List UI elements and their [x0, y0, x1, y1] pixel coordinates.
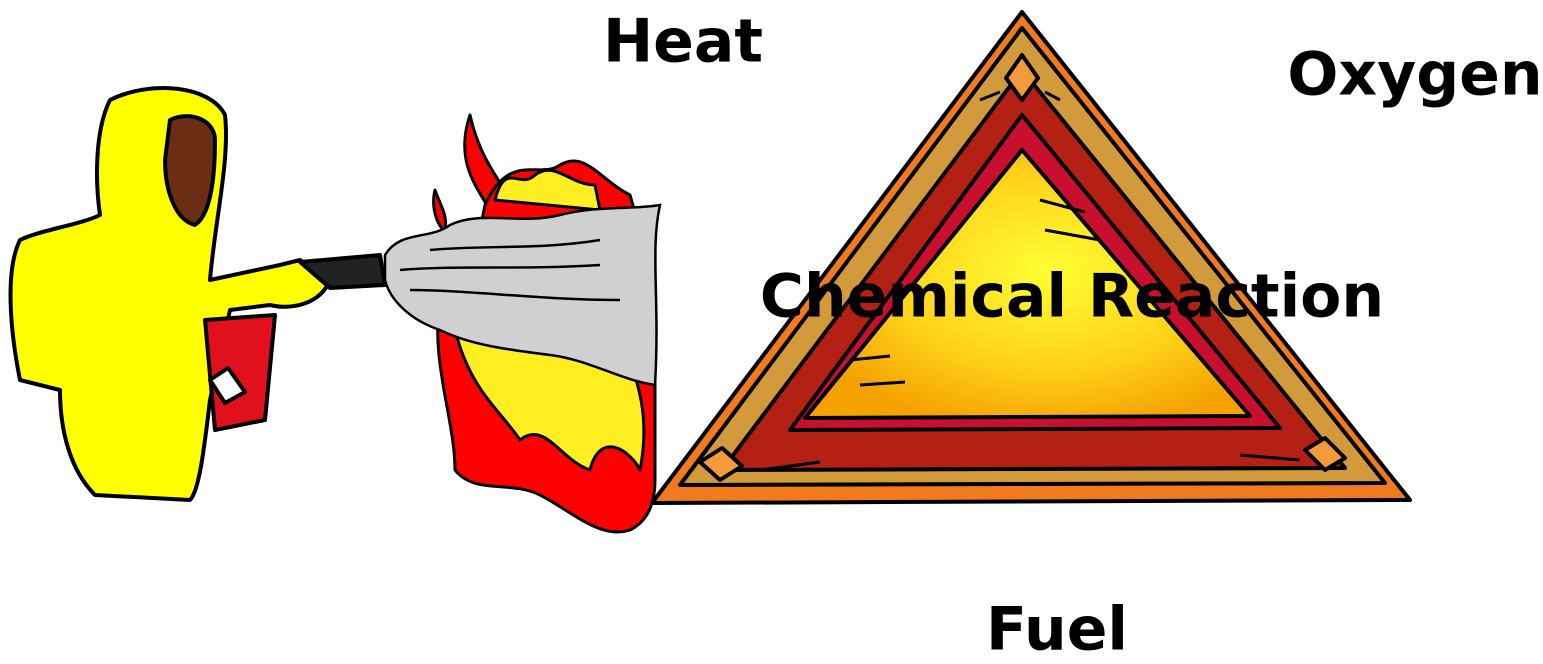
fuel-label: Fuel [986, 595, 1128, 664]
chemical-reaction-label: Chemical Reaction [760, 262, 1384, 332]
heat-label: Heat [603, 7, 763, 77]
firefighter [11, 88, 385, 500]
fire-tetrahedron-diagram: Heat Oxygen Chemical Reaction Fuel [0, 0, 1543, 664]
oxygen-label: Oxygen [1287, 40, 1542, 110]
page: {"labels": {"heat": "Heat", "oxygen": "O… [0, 0, 1543, 664]
